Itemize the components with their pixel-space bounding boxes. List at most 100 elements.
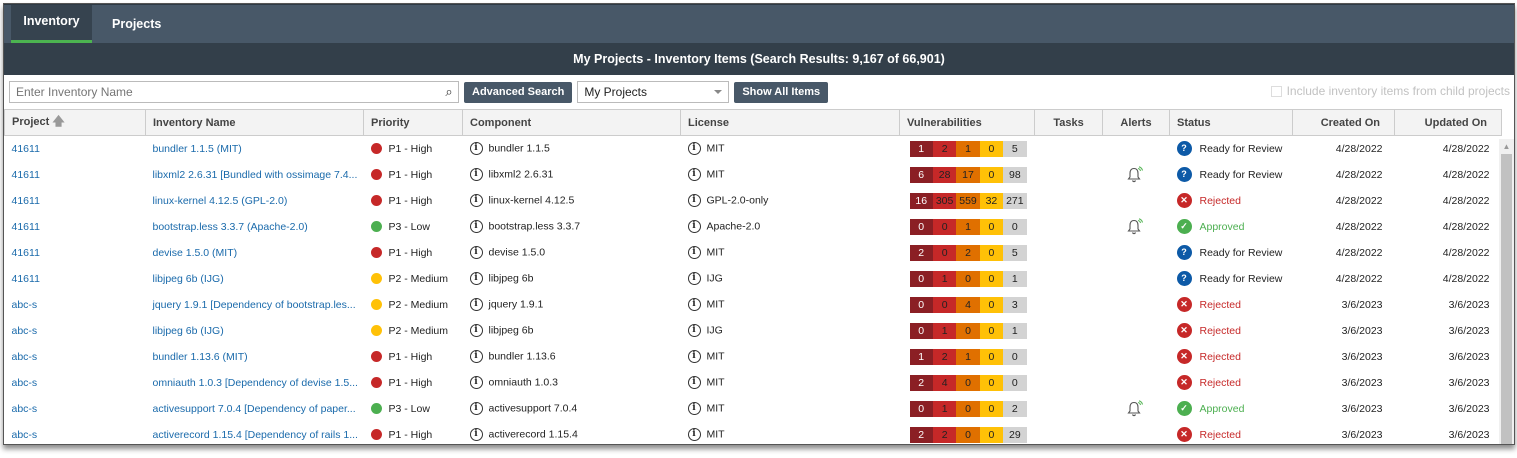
vuln-count-critical[interactable]: 0 (909, 218, 933, 235)
vuln-count-low[interactable]: 0 (979, 296, 1004, 313)
vuln-count-low[interactable]: 0 (979, 348, 1004, 365)
vuln-count-medium[interactable]: 0 (956, 322, 980, 339)
project-cell[interactable]: 41611 (5, 188, 146, 214)
inventory-name-cell[interactable]: bootstrap.less 3.3.7 (Apache-2.0) (146, 214, 364, 240)
vertical-scrollbar[interactable]: ▲ (1499, 139, 1514, 444)
info-icon[interactable]: i (469, 142, 483, 156)
inventory-name-cell[interactable]: bundler 1.13.6 (MIT) (146, 344, 364, 370)
vuln-count-none[interactable]: 2 (1003, 400, 1027, 417)
vuln-count-high[interactable]: 2 (932, 426, 957, 443)
info-icon[interactable]: i (687, 428, 701, 441)
info-icon[interactable]: i (469, 246, 483, 259)
vuln-count-critical[interactable]: 6 (909, 166, 933, 183)
scroll-thumb[interactable] (1501, 154, 1512, 444)
project-cell[interactable]: abc-s (5, 318, 146, 344)
vuln-count-critical[interactable]: 0 (909, 400, 933, 417)
vuln-count-low[interactable]: 0 (979, 166, 1004, 183)
table-row[interactable]: 41611 devise 1.5.0 (MIT) P1 - High i devise … (5, 240, 1502, 266)
info-icon[interactable]: i (687, 350, 701, 363)
vuln-count-medium[interactable]: 0 (956, 426, 980, 443)
vuln-count-low[interactable]: 0 (979, 218, 1004, 235)
vuln-count-none[interactable]: 29 (1003, 426, 1027, 443)
inventory-name-link[interactable]: bundler 1.1.5 (MIT) (152, 142, 242, 155)
info-icon[interactable]: i (687, 246, 701, 259)
vuln-count-critical[interactable]: 2 (909, 374, 933, 391)
vuln-count-none[interactable]: 98 (1003, 166, 1027, 183)
project-link[interactable]: 41611 (11, 272, 40, 285)
inventory-name-cell[interactable]: libxml2 2.6.31 [Bundled with ossimage 7.… (146, 162, 364, 188)
inventory-name-link[interactable]: bundler 1.13.6 (MIT) (152, 350, 248, 363)
sort-ascending-icon[interactable]: 🡅 (52, 114, 65, 128)
tab-inventory[interactable]: Inventory (11, 5, 92, 43)
vuln-count-critical[interactable]: 0 (909, 270, 933, 287)
info-icon[interactable]: i (687, 168, 701, 181)
info-icon[interactable]: i (687, 194, 701, 207)
table-row[interactable]: abc-s jquery 1.9.1 [Dependency of bootstr… (5, 292, 1502, 318)
vuln-count-low[interactable]: 32 (979, 192, 1004, 209)
scroll-up-icon[interactable]: ▲ (1502, 142, 1511, 151)
vuln-count-critical[interactable]: 0 (909, 322, 933, 339)
inventory-name-link[interactable]: jquery 1.9.1 [Dependency of bootstrap.le… (152, 298, 356, 311)
project-cell[interactable]: abc-s (5, 422, 146, 445)
project-cell[interactable]: 41611 (5, 266, 146, 292)
vuln-count-none[interactable]: 271 (1003, 192, 1027, 209)
vuln-count-none[interactable]: 0 (1003, 374, 1027, 391)
vuln-count-high[interactable]: 1 (932, 322, 957, 339)
table-row[interactable]: abc-s omniauth 1.0.3 [Dependency of devis… (5, 370, 1502, 396)
vuln-count-medium[interactable]: 1 (956, 348, 980, 365)
vuln-count-none[interactable]: 1 (1003, 322, 1027, 339)
inventory-name-cell[interactable]: jquery 1.9.1 [Dependency of bootstrap.le… (146, 292, 364, 318)
vuln-count-high[interactable]: 0 (932, 218, 957, 235)
vuln-count-none[interactable]: 0 (1003, 218, 1027, 235)
project-cell[interactable]: abc-s (5, 370, 146, 396)
inventory-name-cell[interactable]: activesupport 7.0.4 [Dependency of paper… (146, 396, 364, 422)
project-cell[interactable]: 41611 (5, 162, 146, 188)
vuln-count-high[interactable]: 1 (932, 400, 957, 417)
advanced-search-button[interactable]: Advanced Search (464, 81, 573, 103)
info-icon[interactable]: i (469, 428, 483, 441)
project-link[interactable]: 41611 (11, 194, 40, 207)
column-header-project[interactable]: Project 🡅 (4, 109, 146, 136)
inventory-name-link[interactable]: linux-kernel 4.12.5 (GPL-2.0) (152, 194, 288, 207)
project-link[interactable]: 41611 (11, 168, 40, 181)
table-row[interactable]: abc-s activerecord 1.15.4 [Dependency of … (5, 422, 1502, 445)
project-link[interactable]: abc-s (11, 428, 38, 441)
info-icon[interactable]: i (687, 376, 701, 389)
inventory-name-link[interactable]: libxml2 2.6.31 [Bundled with ossimage 7.… (152, 168, 358, 181)
project-link[interactable]: abc-s (11, 376, 38, 389)
vuln-count-low[interactable]: 0 (979, 140, 1004, 157)
table-row[interactable]: 41611 linux-kernel 4.12.5 (GPL-2.0) P1 - H… (5, 188, 1502, 214)
inventory-name-link[interactable]: activesupport 7.0.4 [Dependency of paper… (152, 402, 356, 415)
info-icon[interactable]: i (687, 324, 701, 337)
project-link[interactable]: abc-s (11, 298, 38, 311)
project-cell[interactable]: abc-s (5, 396, 146, 422)
table-row[interactable]: 41611 libjpeg 6b (IJG) P2 - Medium i libjpeg… (5, 266, 1502, 292)
vuln-count-medium[interactable]: 1 (956, 140, 980, 157)
vuln-count-medium[interactable]: 0 (956, 374, 980, 391)
info-icon[interactable]: i (469, 194, 483, 207)
info-icon[interactable]: i (687, 272, 701, 285)
table-row[interactable]: 41611 bundler 1.1.5 (MIT) P1 - High i bundle… (5, 136, 1502, 162)
vuln-count-low[interactable]: 0 (979, 426, 1004, 443)
project-link[interactable]: 41611 (11, 246, 40, 259)
column-header-vulnerabilities[interactable]: Vulnerabilities (899, 109, 1035, 136)
inventory-name-link[interactable]: libjpeg 6b (IJG) (152, 324, 224, 337)
info-icon[interactable]: i (469, 298, 483, 311)
inventory-name-cell[interactable]: libjpeg 6b (IJG) (146, 318, 364, 344)
inventory-name-cell[interactable]: libjpeg 6b (IJG) (146, 266, 364, 292)
vuln-count-medium[interactable]: 17 (956, 166, 980, 183)
project-cell[interactable]: abc-s (5, 292, 146, 318)
info-icon[interactable]: i (469, 220, 483, 233)
project-link[interactable]: abc-s (11, 350, 38, 363)
info-icon[interactable]: i (469, 168, 483, 181)
vuln-count-high[interactable]: 1 (932, 270, 957, 287)
alert-bell-icon[interactable] (1126, 217, 1146, 236)
vuln-count-high[interactable]: 305 (932, 192, 957, 209)
info-icon[interactable]: i (469, 376, 483, 389)
vuln-count-medium[interactable]: 4 (956, 296, 980, 313)
inventory-name-cell[interactable]: omniauth 1.0.3 [Dependency of devise 1.5… (146, 370, 364, 396)
tab-projects[interactable]: Projects (112, 17, 162, 31)
vuln-count-medium[interactable]: 0 (956, 270, 980, 287)
vuln-count-high[interactable]: 2 (932, 348, 957, 365)
column-header-alerts[interactable]: Alerts (1102, 109, 1170, 136)
